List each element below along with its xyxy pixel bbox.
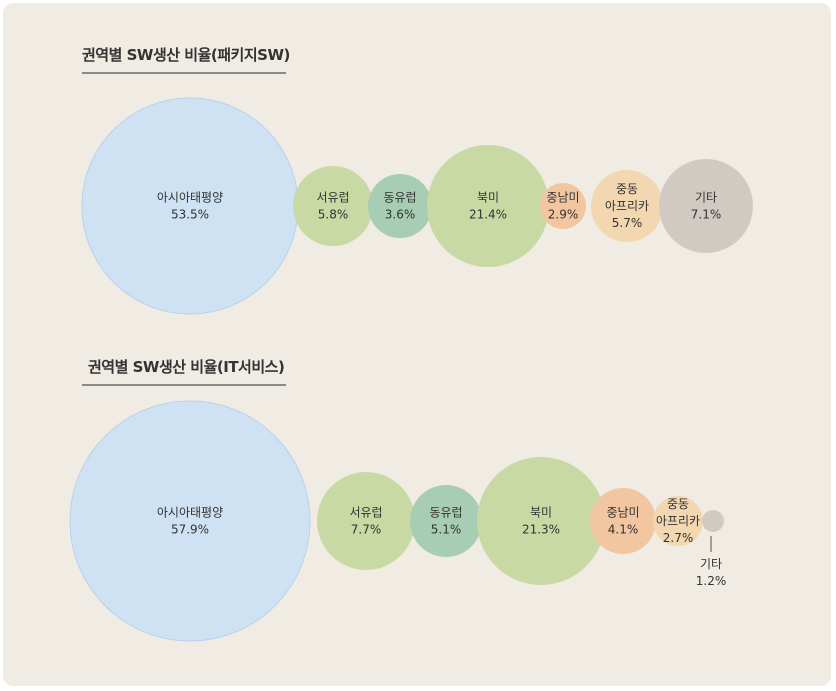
chart-title-it-service: 권역별 SW생산 비율(IT서비스) bbox=[88, 358, 285, 376]
bubble-label-북미: 북미 bbox=[477, 191, 499, 205]
bubble-중동-아프리카 bbox=[591, 170, 663, 242]
bubble-value-서유럽: 7.7% bbox=[351, 523, 382, 537]
bubble-label-중동-아프리카: 아프리카 bbox=[605, 199, 649, 213]
bubble-value-기타: 7.1% bbox=[691, 208, 722, 222]
bubble-서유럽 bbox=[293, 166, 373, 246]
bubble-서유럽 bbox=[317, 472, 415, 570]
bubble-label-중남미: 중남미 bbox=[546, 191, 579, 205]
bubble-value-서유럽: 5.8% bbox=[318, 208, 349, 222]
bubble-label-서유럽: 서유럽 bbox=[316, 191, 349, 205]
bubble-중남미 bbox=[540, 183, 586, 229]
bubble-value-기타: 1.2% bbox=[696, 574, 727, 588]
bubble-chart-it-service: 아시아태평양 57.9% 서유럽 7.7% 동유럽 5.1% 북미 21.3% 중남미 4.1% 중… bbox=[69, 400, 727, 642]
bubble-label-기타: 기타 bbox=[695, 191, 717, 205]
bubble-label-중동-아프리카: 중동 bbox=[616, 182, 638, 196]
bubble-기타 bbox=[659, 159, 753, 253]
bubble-value-중동-아프리카: 2.7% bbox=[663, 531, 694, 545]
bubble-중동-아프리카 bbox=[653, 496, 703, 546]
bubble-label-아시아태평양: 아시아태평양 bbox=[157, 191, 223, 205]
title-underline bbox=[82, 72, 286, 74]
bubble-value-동유럽: 3.6% bbox=[385, 208, 416, 222]
bubble-label-서유럽: 서유럽 bbox=[349, 506, 382, 520]
bubble-북미 bbox=[477, 457, 605, 585]
bubble-value-중남미: 2.9% bbox=[548, 208, 579, 222]
bubble-아시아태평양 bbox=[81, 97, 299, 315]
bubble-value-아시아태평양: 57.9% bbox=[171, 523, 209, 537]
bubble-label-중동-아프리카: 아프리카 bbox=[656, 514, 700, 528]
bubble-동유럽 bbox=[368, 174, 432, 238]
bubble-value-동유럽: 5.1% bbox=[431, 523, 462, 537]
bubble-value-아시아태평양: 53.5% bbox=[171, 208, 209, 222]
bubble-기타 bbox=[702, 510, 724, 532]
bubble-중남미 bbox=[590, 488, 656, 554]
bubble-value-중남미: 4.1% bbox=[608, 523, 639, 537]
chart-title-package-sw: 권역별 SW생산 비율(패키지SW) bbox=[82, 46, 290, 64]
bubble-value-북미: 21.3% bbox=[522, 523, 560, 537]
bubble-label-동유럽: 동유럽 bbox=[429, 506, 462, 520]
bubble-label-동유럽: 동유럽 bbox=[383, 191, 416, 205]
bubble-label-중남미: 중남미 bbox=[606, 506, 639, 520]
bubble-chart-package-sw: 아시아태평양 53.5% 서유럽 5.8% 동유럽 3.6% 북미 21.4% 중남미 2.9% 중… bbox=[81, 97, 753, 315]
title-underline bbox=[82, 384, 286, 386]
bubble-value-중동-아프리카: 5.7% bbox=[612, 216, 643, 230]
bubble-북미 bbox=[427, 145, 549, 267]
bubble-동유럽 bbox=[410, 485, 482, 557]
bubble-label-중동-아프리카: 중동 bbox=[667, 497, 689, 511]
bubble-label-북미: 북미 bbox=[530, 506, 552, 520]
bubble-value-북미: 21.4% bbox=[469, 208, 507, 222]
bubble-label-아시아태평양: 아시아태평양 bbox=[157, 506, 223, 520]
bubble-label-기타: 기타 bbox=[700, 557, 722, 571]
bubble-아시아태평양 bbox=[69, 400, 311, 642]
